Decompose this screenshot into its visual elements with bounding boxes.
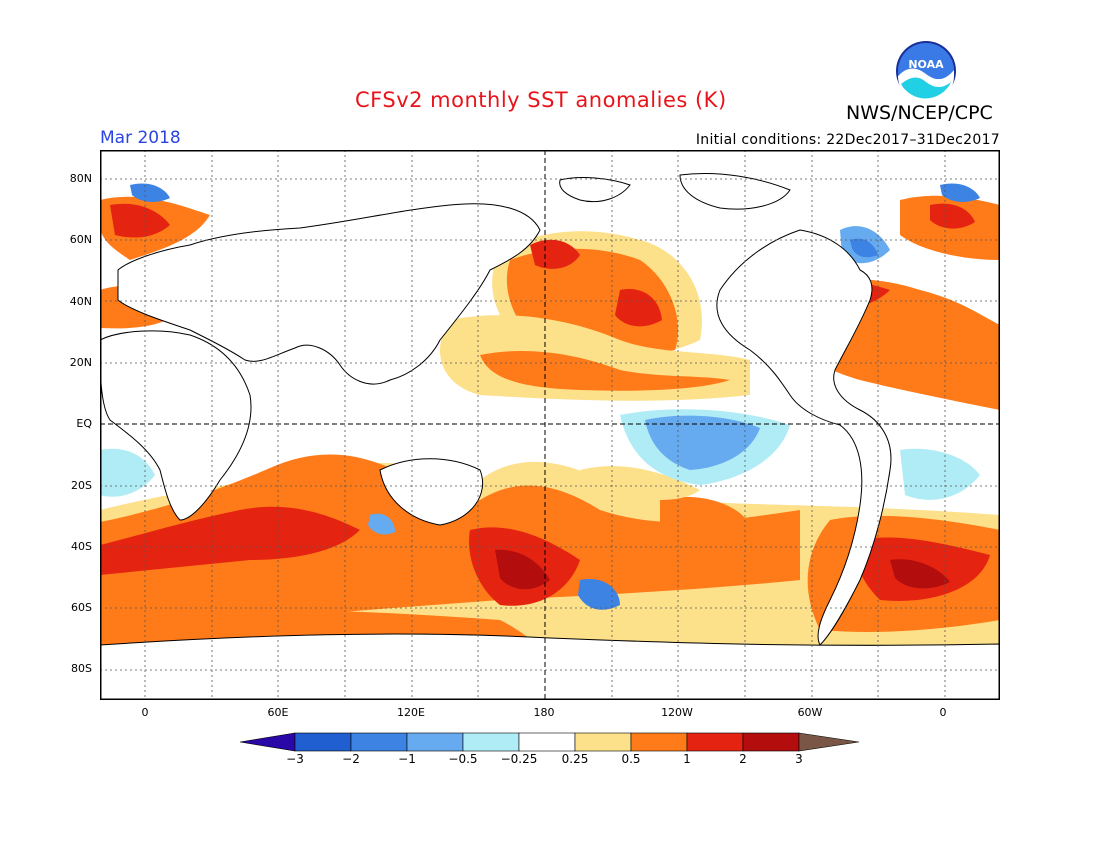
lon-label-180: 180 <box>533 706 555 719</box>
colorbar-label: −2 <box>342 752 360 766</box>
colorbar <box>239 732 860 752</box>
lat-label-40n: 40N <box>69 295 92 308</box>
colorbar-high-arrow <box>798 732 860 752</box>
colorbar-segment <box>630 732 688 752</box>
colorbar-label: 0.5 <box>621 752 641 766</box>
colorbar-label: 1 <box>683 752 691 766</box>
lon-label-0-west: 0 <box>141 706 149 719</box>
lat-label-80n: 80N <box>69 172 92 185</box>
colorbar-low-arrow <box>239 732 296 752</box>
noaa-logo: NOAA <box>895 40 957 104</box>
colorbar-label: 0.25 <box>561 752 589 766</box>
colorbar-label: −3 <box>286 752 304 766</box>
lon-label-120e: 120E <box>397 706 425 719</box>
colorbar-label: −0.5 <box>448 752 478 766</box>
org-label: NWS/NCEP/CPC <box>846 102 993 124</box>
graticule <box>100 150 1000 700</box>
sst-anomaly-map <box>100 150 1000 700</box>
lat-label-20s: 20S <box>71 479 92 492</box>
lon-label-0-east: 0 <box>939 706 947 719</box>
colorbar-segment <box>686 732 744 752</box>
lon-label-60w: 60W <box>797 706 823 719</box>
colorbar-segment <box>294 732 352 752</box>
initial-conditions: Initial conditions: 22Dec2017–31Dec2017 <box>695 132 1000 148</box>
noaa-logo-text: NOAA <box>908 58 944 71</box>
lat-label-eq: EQ <box>76 417 92 430</box>
lat-label-80s: 80S <box>71 662 92 675</box>
colorbar-label: 3 <box>795 752 803 766</box>
map-frame <box>100 150 1000 700</box>
colorbar-label: 2 <box>739 752 747 766</box>
lon-label-60e: 60E <box>267 706 289 719</box>
map-title: CFSv2 monthly SST anomalies (K) <box>355 88 727 112</box>
lat-label-20n: 20N <box>69 356 92 369</box>
lat-label-60s: 60S <box>71 601 92 614</box>
lat-label-40s: 40S <box>71 540 92 553</box>
lat-label-60n: 60N <box>69 233 92 246</box>
colorbar-segment <box>350 732 408 752</box>
forecast-month: Mar 2018 <box>100 128 181 148</box>
colorbar-segment <box>518 732 576 752</box>
lon-label-120w: 120W <box>661 706 693 719</box>
colorbar-segment <box>406 732 464 752</box>
colorbar-segment <box>462 732 520 752</box>
colorbar-segment <box>742 732 800 752</box>
colorbar-segment <box>574 732 632 752</box>
colorbar-label: −0.25 <box>500 752 538 766</box>
continent-outlines <box>100 173 1000 700</box>
equator-dateline <box>100 150 1000 700</box>
colorbar-label: −1 <box>398 752 416 766</box>
